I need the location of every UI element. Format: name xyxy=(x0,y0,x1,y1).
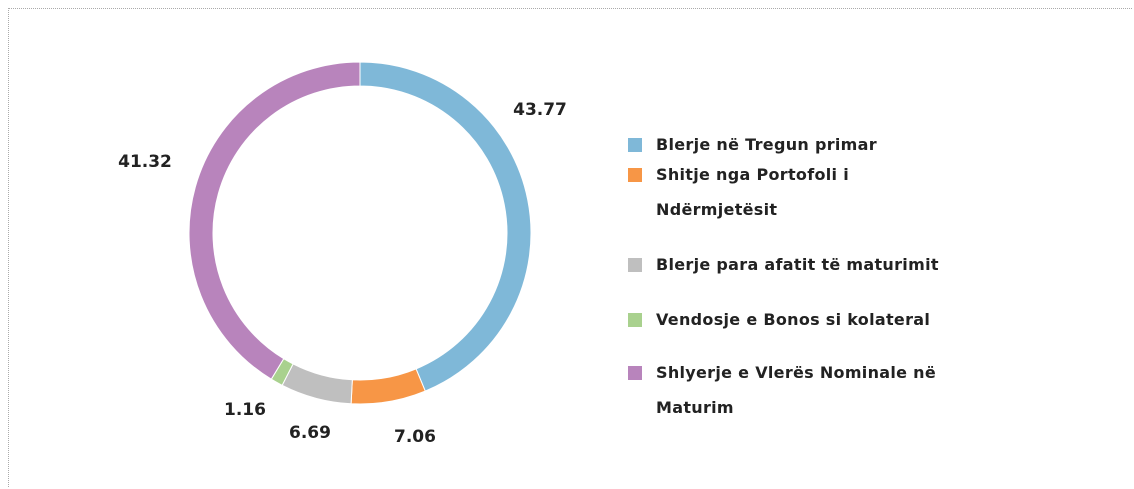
legend-label: Shitje nga Portofoli i Ndërmjetësit xyxy=(656,165,849,219)
legend-entry: Shlyerje e Vlerës Nominale në Maturim xyxy=(628,355,976,425)
data-label: 6.69 xyxy=(289,423,331,443)
donut-segment xyxy=(188,61,361,380)
legend-label: Blerje në Tregun primar xyxy=(656,135,877,154)
data-label: 1.16 xyxy=(224,400,266,420)
legend-label: Shlyerje e Vlerës Nominale në Maturim xyxy=(656,363,937,417)
legend-entry: Shitje nga Portofoli i Ndërmjetësit xyxy=(628,157,916,227)
legend-swatch xyxy=(628,366,642,380)
legend-label: Blerje para afatit të maturimit xyxy=(656,255,939,274)
data-label: 7.06 xyxy=(394,427,436,447)
legend-swatch xyxy=(628,138,642,152)
legend-swatch xyxy=(628,168,642,182)
legend-label: Vendosje e Bonos si kolateral xyxy=(656,310,931,329)
legend-entry: Blerje para afatit të maturimit xyxy=(628,247,1036,282)
legend-entry: Vendosje e Bonos si kolateral xyxy=(628,302,996,337)
donut-segment xyxy=(359,61,532,392)
data-label: 41.32 xyxy=(118,152,172,172)
legend-swatch xyxy=(628,313,642,327)
legend-entry: Blerje në Tregun primar xyxy=(628,127,996,162)
donut-segment xyxy=(350,368,426,405)
data-label: 43.77 xyxy=(513,100,567,120)
donut-segment xyxy=(281,363,353,405)
chart-frame xyxy=(8,8,1132,487)
legend-swatch xyxy=(628,258,642,272)
